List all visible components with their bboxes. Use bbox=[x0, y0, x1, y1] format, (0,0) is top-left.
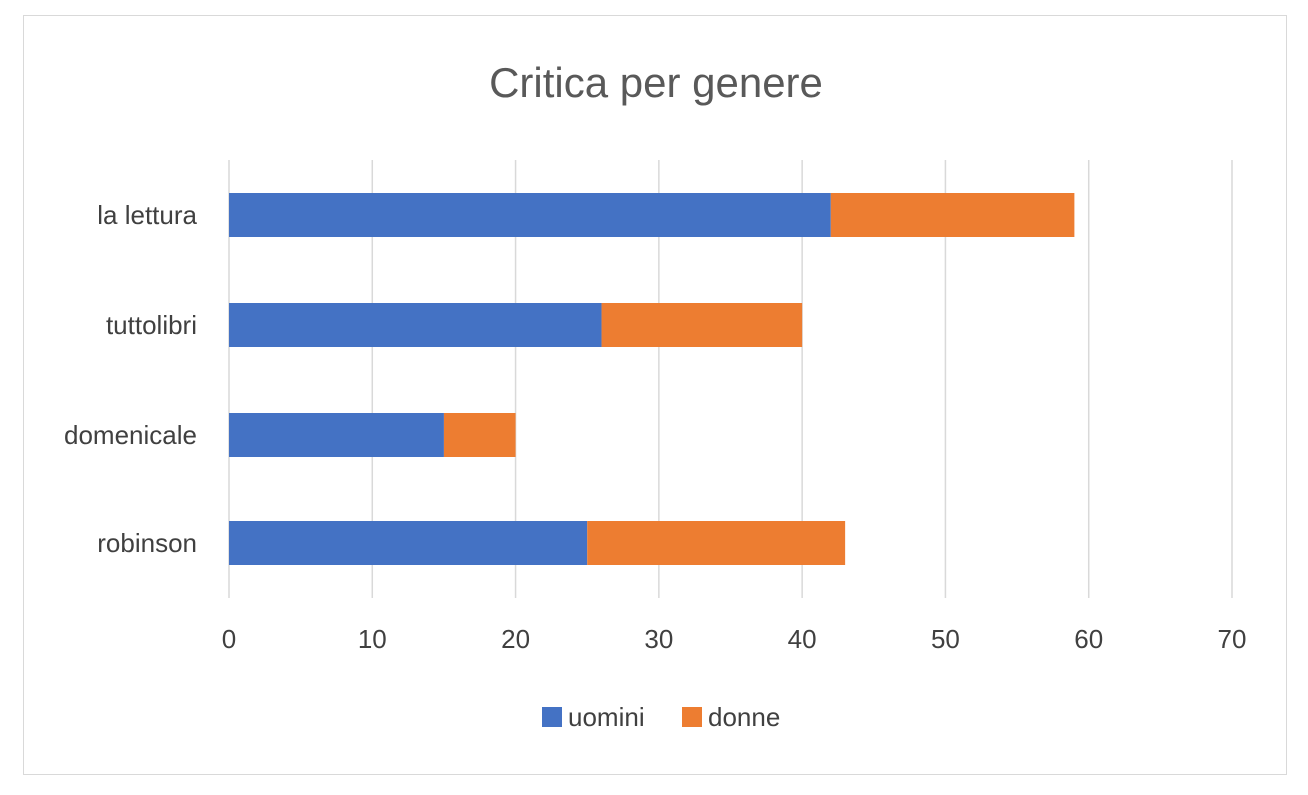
chart-title: Critica per genere bbox=[489, 59, 823, 106]
x-tick-label: 20 bbox=[501, 624, 530, 654]
category-label: domenicale bbox=[64, 420, 197, 450]
bar-uomini-robinson bbox=[229, 521, 588, 565]
x-tick-label: 60 bbox=[1074, 624, 1103, 654]
x-tick-label: 40 bbox=[788, 624, 817, 654]
bars bbox=[229, 193, 1075, 565]
category-label: robinson bbox=[97, 528, 197, 558]
bar-uomini-tuttolibri bbox=[229, 303, 602, 347]
chart-frame bbox=[23, 15, 1287, 775]
x-tick-label: 0 bbox=[222, 624, 236, 654]
category-label: tuttolibri bbox=[106, 310, 197, 340]
legend-label-uomini: uomini bbox=[568, 702, 645, 732]
bar-donne-domenicale bbox=[443, 413, 516, 457]
legend-swatch-uomini bbox=[542, 707, 562, 727]
x-axis-tick-labels: 0 10 20 30 40 50 60 70 bbox=[222, 624, 1247, 654]
x-tick-label: 30 bbox=[644, 624, 673, 654]
x-tick-label: 70 bbox=[1218, 624, 1247, 654]
bar-donne-la-lettura bbox=[830, 193, 1075, 237]
category-labels: la lettura tuttolibri domenicale robinson bbox=[64, 200, 198, 558]
bar-uomini-la-lettura bbox=[229, 193, 831, 237]
category-label: la lettura bbox=[97, 200, 197, 230]
legend-label-donne: donne bbox=[708, 702, 780, 732]
bar-uomini-domenicale bbox=[229, 413, 444, 457]
legend-swatch-donne bbox=[682, 707, 702, 727]
x-tick-label: 50 bbox=[931, 624, 960, 654]
x-tick-label: 10 bbox=[358, 624, 387, 654]
legend: uomini donne bbox=[542, 702, 780, 732]
bar-donne-robinson bbox=[587, 521, 846, 565]
bar-donne-tuttolibri bbox=[601, 303, 803, 347]
